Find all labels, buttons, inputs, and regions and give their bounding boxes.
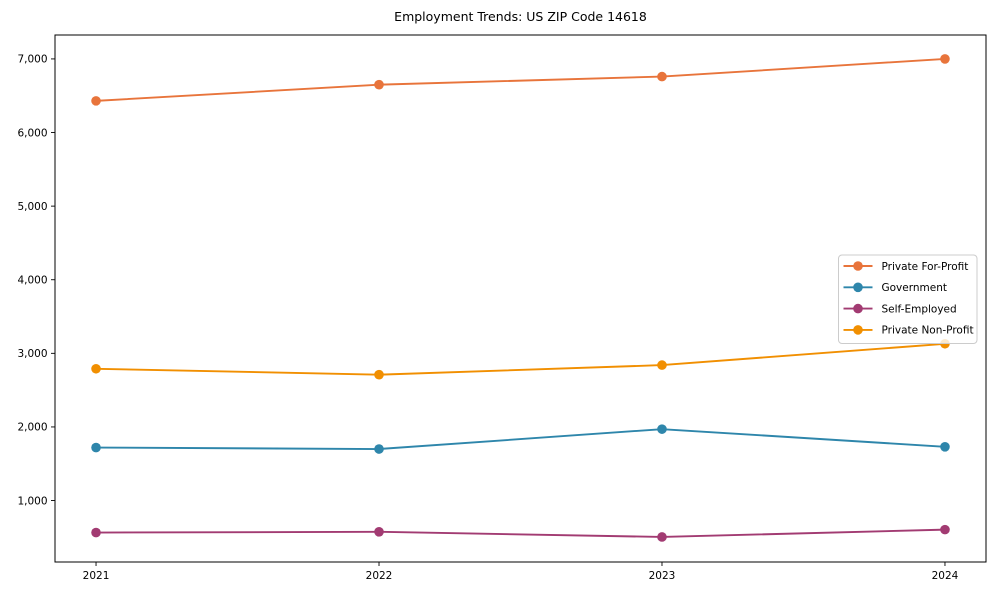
data-point-private-non-profit <box>91 363 101 374</box>
data-point-self-employed <box>374 527 384 537</box>
legend-entry-private-non-profit: Private Non-Profit <box>843 325 974 337</box>
series-line-government <box>95 428 946 450</box>
y-tick-label: 5,000 <box>17 201 47 213</box>
data-point-government <box>657 424 667 434</box>
legend: Private For-Profit Government Self-Employe… <box>838 254 978 344</box>
legend-entry-government: Government <box>843 282 947 294</box>
legend-label: Self-Employed <box>882 303 957 315</box>
chart-title: Employment Trends: US ZIP Code 14618 <box>394 9 647 24</box>
data-point-government <box>940 442 950 452</box>
y-tick-label: 6,000 <box>17 127 47 139</box>
data-point-private-for-profit <box>657 71 667 82</box>
legend-label: Government <box>882 282 947 294</box>
y-tick-label: 7,000 <box>17 54 47 66</box>
y-tick-label: 2,000 <box>17 422 47 434</box>
legend-marker <box>853 325 863 335</box>
y-tick-label: 3,000 <box>17 348 47 360</box>
data-point-self-employed <box>940 524 950 535</box>
legend-label: Private Non-Profit <box>882 325 974 337</box>
data-point-self-employed <box>657 532 667 542</box>
data-point-government <box>374 444 384 454</box>
legend-entry-private-for-profit: Private For-Profit <box>843 261 969 273</box>
series-line-self-employed <box>95 528 946 538</box>
data-point-private-non-profit <box>374 369 384 380</box>
legend-box <box>838 254 978 344</box>
data-point-private-for-profit <box>940 54 950 64</box>
x-tick-label: 2022 <box>366 570 393 582</box>
data-point-private-non-profit <box>657 360 667 370</box>
x-tick-label: 2023 <box>649 570 676 582</box>
y-tick-label: 4,000 <box>17 275 47 287</box>
plot-border <box>54 34 987 563</box>
y-tick-label: 1,000 <box>17 495 47 507</box>
data-point-private-for-profit <box>91 96 101 106</box>
data-point-self-employed <box>91 527 101 538</box>
series-line-private-for-profit <box>95 57 946 102</box>
series-line-private-non-profit <box>95 342 946 376</box>
legend-marker <box>853 282 863 293</box>
x-tick-label: 2024 <box>932 570 959 582</box>
legend-marker <box>853 303 863 314</box>
legend-entry-self-employed: Self-Employed <box>843 303 957 315</box>
legend-marker <box>853 261 863 271</box>
data-point-government <box>91 442 101 453</box>
legend-label: Private For-Profit <box>882 261 969 273</box>
data-point-private-for-profit <box>374 79 384 90</box>
x-tick-label: 2021 <box>83 570 110 582</box>
